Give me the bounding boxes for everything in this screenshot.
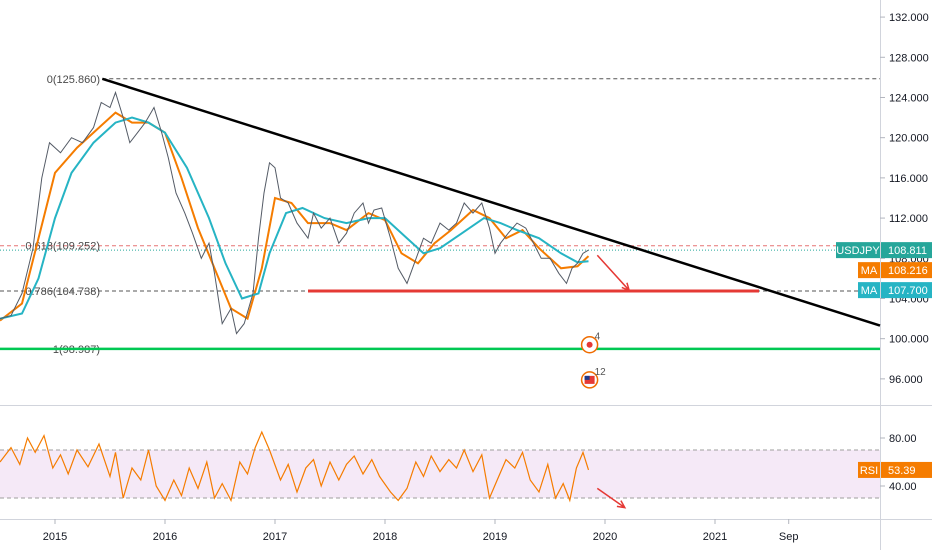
japan-flag-icon xyxy=(586,341,593,348)
price-tick-label: 96.000 xyxy=(889,374,923,386)
price-series-lines xyxy=(0,90,590,335)
moving-average-line xyxy=(0,116,589,320)
series-tag-value-text: 107.700 xyxy=(888,285,928,297)
time-tick-label: Sep xyxy=(779,531,799,543)
descending-trendline[interactable] xyxy=(101,77,881,327)
red-arrow[interactable] xyxy=(596,254,631,292)
series-tag-name xyxy=(858,262,880,279)
series-tag-value xyxy=(881,242,932,259)
event-count-label: 12 xyxy=(595,367,607,378)
us-flag-canton xyxy=(584,375,590,380)
fibonacci-levels[interactable]: 0(125.860)0.618(109.252)0.786(104.738)1(… xyxy=(0,74,880,356)
series-tag-name-text: USDJPY xyxy=(836,245,880,257)
time-tick-label: 2017 xyxy=(263,531,287,543)
series-tag-value xyxy=(881,282,932,299)
price-tick-label: 120.000 xyxy=(889,133,929,145)
fib-level-label: 0(125.860) xyxy=(47,74,100,86)
series-tag-value xyxy=(881,461,932,478)
series-tag-name xyxy=(836,242,880,259)
event-count-label: 4 xyxy=(595,332,601,343)
rsi-band xyxy=(0,450,880,498)
moving-average-line xyxy=(0,111,590,322)
time-tick-label: 2020 xyxy=(593,531,617,543)
fib-level-label: 0.618(109.252) xyxy=(25,241,100,253)
price-tick-label: 100.000 xyxy=(889,334,929,346)
price-tick-label: 124.000 xyxy=(889,92,929,104)
price-tick-label: 112.000 xyxy=(889,213,928,225)
drawings[interactable]: 4 12 xyxy=(0,77,881,509)
price-axis[interactable]: 132.000 128.000 124.000 120.000 116.000 112.0… xyxy=(880,12,929,386)
series-tag-name-text: MA xyxy=(861,285,878,297)
time-tick-label: 2021 xyxy=(703,531,727,543)
price-line xyxy=(0,90,589,335)
rsi-tick-label: 80.00 xyxy=(889,433,917,445)
time-tick-label: 2015 xyxy=(43,531,67,543)
series-tag-name-text: MA xyxy=(861,265,878,277)
series-tag-name xyxy=(858,461,880,478)
price-tick-label: 128.000 xyxy=(889,52,929,64)
series-tag-name-text: RSI xyxy=(860,465,878,477)
price-axis-tags: USDJPY 108.811 MA 108.216 MA 107.700 RSI 53.39 xyxy=(836,242,932,478)
price-pane[interactable] xyxy=(0,0,880,405)
series-tag-value-text: 108.811 xyxy=(888,245,927,257)
red-arrow[interactable] xyxy=(596,487,627,509)
rsi-tick-label: 40.00 xyxy=(889,481,917,493)
series-tag-value-text: 108.216 xyxy=(888,265,928,277)
fib-level-label: 0.786(104.738) xyxy=(25,286,100,298)
price-tick-label: 116.000 xyxy=(889,173,928,185)
rsi-pane[interactable]: 80.00 40.00 xyxy=(0,430,917,503)
time-tick-label: 2016 xyxy=(153,531,177,543)
series-tag-value xyxy=(881,262,932,279)
series-tag-value-text: 53.39 xyxy=(888,465,916,477)
time-axis[interactable]: 2015 2016 2017 2018 2019 2020 2021 Sep xyxy=(43,519,799,543)
rsi-line xyxy=(0,430,590,503)
price-tick-label: 132.000 xyxy=(889,12,929,24)
time-tick-label: 2018 xyxy=(373,531,397,543)
series-tag-name xyxy=(858,282,880,299)
time-tick-label: 2019 xyxy=(483,531,507,543)
